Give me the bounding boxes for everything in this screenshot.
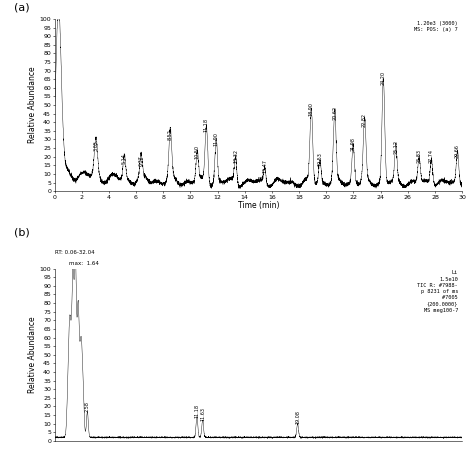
Text: 15.47: 15.47 <box>262 159 267 173</box>
Text: 18.90: 18.90 <box>309 102 314 116</box>
Text: 26.83: 26.83 <box>417 149 421 163</box>
Text: 6.37: 6.37 <box>138 155 144 166</box>
Text: RT: 0.06-32.04: RT: 0.06-32.04 <box>55 250 94 255</box>
Text: 11.63: 11.63 <box>200 407 205 421</box>
Text: 11.18: 11.18 <box>194 403 200 418</box>
Text: 2.58: 2.58 <box>85 401 90 412</box>
Text: 8.52: 8.52 <box>168 129 173 140</box>
Text: 29.66: 29.66 <box>455 144 460 157</box>
Y-axis label: Relative Abundance: Relative Abundance <box>27 317 36 393</box>
Y-axis label: Relative Abundance: Relative Abundance <box>27 67 36 143</box>
Text: 21.98: 21.98 <box>351 137 356 151</box>
Text: max:  1.64: max: 1.64 <box>69 261 99 266</box>
Text: 24.20: 24.20 <box>381 71 386 85</box>
X-axis label: Time (min): Time (min) <box>237 201 279 210</box>
Text: 20.62: 20.62 <box>332 106 337 120</box>
Text: 1.20e3 (3000)
MS: POS: (a) 7: 1.20e3 (3000) MS: POS: (a) 7 <box>414 21 458 32</box>
Text: 11.18: 11.18 <box>204 118 209 132</box>
Text: 22.82: 22.82 <box>362 113 367 127</box>
Text: 19.08: 19.08 <box>295 410 300 424</box>
Text: 10.50: 10.50 <box>195 146 200 159</box>
Text: 19.53: 19.53 <box>318 152 322 166</box>
Text: Li
1.5e10
TIC R: #7988-
p 8231 of ms
#7005
{200.0000}
MS meg100-7: Li 1.5e10 TIC R: #7988- p 8231 of ms #70… <box>418 270 458 312</box>
Text: (a): (a) <box>14 2 29 12</box>
Text: 27.74: 27.74 <box>429 149 434 163</box>
Text: 25.12: 25.12 <box>393 140 398 154</box>
Text: 11.90: 11.90 <box>214 132 219 146</box>
Text: (b): (b) <box>14 228 29 237</box>
Text: 5.14: 5.14 <box>122 154 127 164</box>
Text: 13.32: 13.32 <box>233 149 238 163</box>
Text: 3.05: 3.05 <box>93 140 99 151</box>
